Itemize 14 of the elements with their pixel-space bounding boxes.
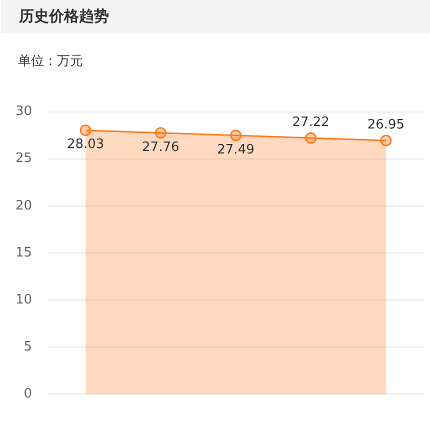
chart-title: 历史价格趋势 — [19, 7, 109, 26]
y-tick-label: 25 — [15, 151, 32, 166]
data-label: 26.95 — [367, 117, 405, 132]
data-label: 27.22 — [292, 114, 330, 130]
y-tick-label: 10 — [15, 292, 32, 308]
y-tick-label: 30 — [15, 104, 32, 120]
y-tick-label: 20 — [15, 198, 32, 214]
chart-subtitle: 单位：万元 — [18, 52, 83, 70]
y-tick-label: 5 — [24, 340, 32, 355]
y-tick-label: 15 — [15, 245, 32, 260]
data-label: 27.49 — [217, 142, 254, 158]
data-label: 28.03 — [66, 137, 104, 152]
data-label: 27.76 — [142, 140, 180, 155]
y-tick-label: 0 — [24, 386, 32, 402]
